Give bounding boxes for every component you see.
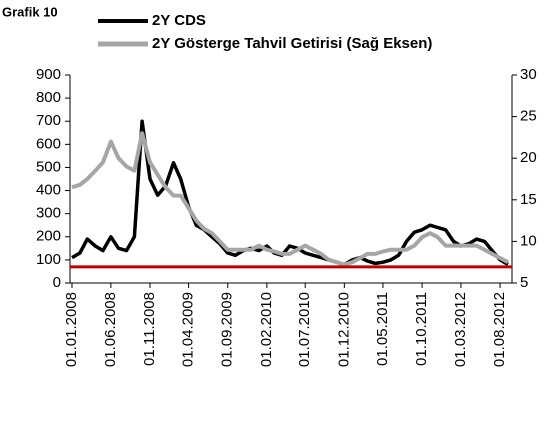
x-tick-label: 01.05.2011 [374,292,391,366]
y2-tick-label: 30 [520,66,537,83]
y-tick-label: 600 [36,135,61,152]
x-tick-label: 01.12.2010 [335,292,352,367]
y2-tick-label: 15 [520,191,537,208]
y2-tick-label: 10 [520,232,537,249]
legend-label: 2Y CDS [152,12,206,29]
y-tick-label: 700 [36,112,61,129]
y-tick-label: 200 [36,228,61,245]
x-tick-label: 01.04.2009 [180,292,197,367]
y-tick-label: 300 [36,205,61,222]
y-tick-label: 400 [36,182,61,199]
x-tick-label: 01.06.2008 [102,292,119,367]
x-tick-label: 01.09.2009 [219,292,236,367]
y-tick-label: 100 [36,251,61,268]
y2-tick-label: 5 [520,274,528,291]
legend-label: 2Y Gösterge Tahvil Getirisi (Sağ Eksen) [152,35,432,52]
x-tick-label: 01.10.2011 [413,292,430,366]
series-line [71,131,509,267]
y-tick-label: 500 [36,158,61,175]
y2-tick-label: 20 [520,149,537,166]
y2-tick-label: 25 [520,108,537,125]
x-tick-label: 01.08.2012 [491,292,508,367]
y-tick-label: 900 [36,66,61,83]
x-tick-label: 01.02.2010 [258,292,275,367]
y-tick-label: 0 [53,274,61,291]
chart-title: Grafik 10 [2,4,58,19]
x-tick-label: 01.01.2008 [63,292,80,367]
x-tick-label: 01.03.2012 [452,292,469,367]
y-tick-label: 800 [36,89,61,106]
x-tick-label: 01.07.2010 [296,292,313,367]
x-tick-label: 01.11.2008 [141,292,158,366]
